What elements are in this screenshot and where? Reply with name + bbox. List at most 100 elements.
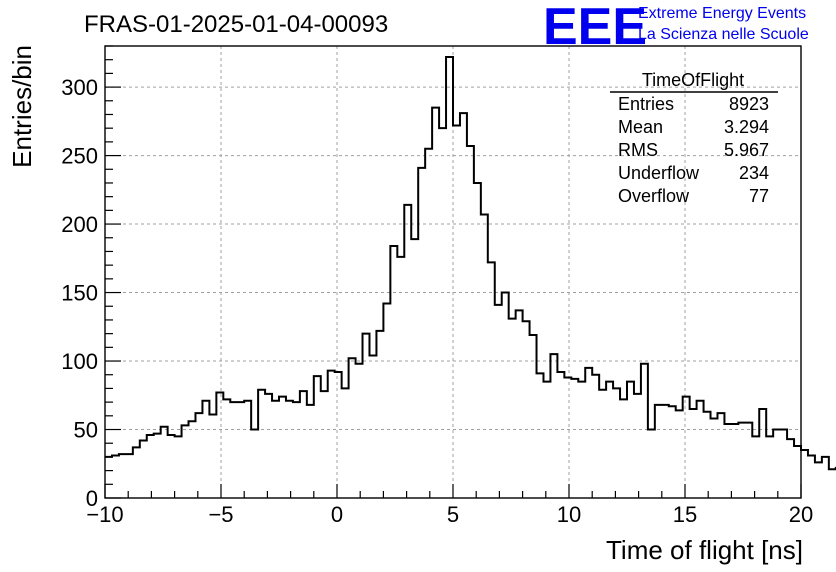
- histogram-bin: [383, 304, 390, 498]
- histogram-bin: [467, 146, 474, 498]
- histogram-bin: [697, 401, 704, 498]
- stats-rows: Entries 8923 Mean 3.294 RMS 5.967 Underflow 234…: [618, 94, 769, 206]
- x-tick-label: 0: [331, 502, 343, 527]
- histogram-bin: [543, 382, 550, 498]
- stats-label: Mean: [618, 117, 663, 137]
- histogram-bin: [613, 388, 620, 498]
- histogram-bin: [766, 436, 773, 498]
- histogram-bin: [662, 405, 669, 498]
- histogram-bin: [474, 183, 481, 498]
- histogram-bin: [209, 414, 216, 498]
- histogram-bin: [133, 447, 140, 498]
- histogram-bin: [223, 399, 230, 498]
- stats-label: RMS: [618, 140, 658, 160]
- y-tick-label: 100: [61, 349, 98, 374]
- histogram-bin: [564, 377, 571, 498]
- histogram-bin: [161, 427, 168, 498]
- histogram-bin: [112, 456, 119, 498]
- histogram-bin: [571, 379, 578, 498]
- histogram-bin: [808, 456, 815, 498]
- histogram-bin: [251, 430, 258, 498]
- histogram-bin: [244, 401, 251, 498]
- histogram-bin: [265, 394, 272, 498]
- histogram-bin: [175, 436, 182, 498]
- eee-logo: EEE Extreme Energy Events La Scienza nel…: [543, 0, 809, 56]
- histogram-bin: [342, 388, 349, 498]
- histogram-bin: [530, 335, 537, 498]
- y-tick-label: 200: [61, 212, 98, 237]
- histogram-bin: [780, 430, 787, 498]
- stats-title: TimeOfFlight: [642, 70, 744, 90]
- histogram-bin: [453, 125, 460, 498]
- histogram-bin: [307, 405, 314, 498]
- x-tick-label: 5: [447, 502, 459, 527]
- histogram-bin: [397, 257, 404, 498]
- histogram-bin: [745, 423, 752, 498]
- histogram-bin: [390, 246, 397, 498]
- histogram-bin: [676, 410, 683, 498]
- histogram-bin: [801, 450, 808, 498]
- histogram-bin: [418, 168, 425, 498]
- x-tick-label: 20: [789, 502, 813, 527]
- histogram-bin: [557, 372, 564, 498]
- histogram-bin: [599, 390, 606, 498]
- stats-label: Underflow: [618, 163, 700, 183]
- histogram-bin: [592, 375, 599, 498]
- histogram-bin: [105, 457, 112, 498]
- histogram-bin: [690, 409, 697, 498]
- histogram-bin: [279, 397, 286, 498]
- histogram-bin: [550, 354, 557, 498]
- histogram-bin: [363, 334, 370, 498]
- histogram-bin: [119, 454, 126, 498]
- x-tick-label: −10: [86, 502, 123, 527]
- histogram-bin: [335, 372, 342, 498]
- y-tick-label: 150: [61, 281, 98, 306]
- histogram-bin: [182, 425, 189, 498]
- y-tick-label: 250: [61, 144, 98, 169]
- histogram-bin: [752, 436, 759, 498]
- histogram-bin: [321, 391, 328, 498]
- histogram-bin: [829, 469, 836, 498]
- histogram-bin: [683, 397, 690, 498]
- histogram-series-line: [105, 55, 836, 471]
- stats-label: Entries: [618, 94, 674, 114]
- histogram-bin: [272, 401, 279, 498]
- histogram-bin: [711, 419, 718, 498]
- histogram-bin: [189, 421, 196, 498]
- histogram-bin: [669, 406, 676, 498]
- histogram-bin: [717, 413, 724, 498]
- histogram-bin: [460, 113, 467, 498]
- histogram-bin: [147, 435, 154, 498]
- histogram-bin: [369, 356, 376, 498]
- stats-box: TimeOfFlight Entries 8923 Mean 3.294 RMS 5.96…: [610, 70, 778, 206]
- histogram-bin: [648, 430, 655, 498]
- histogram-bin: [446, 57, 453, 498]
- stats-value: 3.294: [724, 117, 769, 137]
- histogram-bin: [585, 368, 592, 498]
- logo-letters: EEE: [543, 0, 647, 56]
- histogram-bin: [376, 331, 383, 498]
- histogram-bin: [425, 149, 432, 498]
- histogram-bin: [439, 128, 446, 498]
- stats-value: 77: [749, 186, 769, 206]
- histogram-bin: [356, 364, 363, 498]
- x-tick-label: −5: [208, 502, 233, 527]
- histogram-bin: [634, 394, 641, 498]
- histogram-bin: [216, 393, 223, 498]
- chart-title: FRAS-01-2025-01-04-00093: [84, 11, 388, 38]
- histogram-bin: [488, 262, 495, 498]
- histogram-bin: [202, 401, 209, 498]
- histogram-bin: [140, 440, 147, 498]
- histogram-bin: [411, 239, 418, 498]
- histogram-bin: [349, 358, 356, 498]
- histogram-bin: [404, 205, 411, 498]
- histogram-bin: [168, 435, 175, 498]
- histogram-bin: [704, 412, 711, 498]
- histogram-bin: [516, 310, 523, 498]
- histogram-bin: [759, 409, 766, 498]
- histogram-bin: [432, 108, 439, 498]
- histogram-bin: [822, 457, 829, 498]
- logo-line-2: La Scienza nelle Scuole: [638, 26, 809, 43]
- histogram-bin: [314, 376, 321, 498]
